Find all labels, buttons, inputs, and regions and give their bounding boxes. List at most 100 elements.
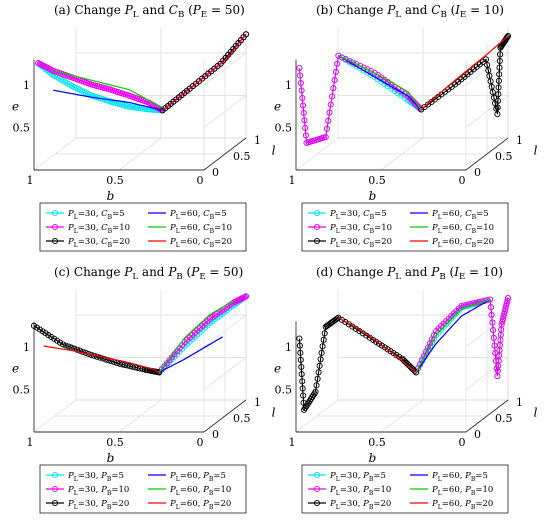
data-point	[489, 89, 496, 96]
axes	[33, 321, 247, 433]
grid-b-floor-1	[33, 399, 77, 433]
data-point	[504, 294, 512, 302]
data-point	[312, 388, 319, 395]
data-point	[302, 132, 309, 139]
legend-label: PL=30, CB=10	[67, 223, 130, 235]
data-point	[496, 57, 503, 65]
legend-label: PL=60, CB=20	[431, 237, 494, 249]
legend-entry: PL=30, CB=20	[308, 237, 392, 249]
series-line	[158, 300, 235, 373]
legend-box	[39, 202, 247, 252]
chart-title: (d) Change PL and PB (IE = 10)	[316, 265, 503, 282]
data-point	[297, 356, 304, 363]
legend-marker	[313, 237, 321, 245]
l-tick-label: 1	[254, 396, 261, 409]
data-point	[487, 78, 494, 85]
data-point	[489, 319, 496, 326]
legend-label: PL=60, PB=20	[169, 499, 231, 511]
series-6	[338, 317, 417, 373]
l-tick-label: 0.5	[495, 150, 513, 163]
legend-label: PL=60, CB=10	[431, 223, 494, 235]
data-point	[74, 346, 81, 353]
legend-marker	[313, 209, 321, 217]
data-point	[490, 94, 498, 101]
data-point	[302, 124, 309, 131]
data-point	[338, 54, 346, 61]
legend: PL=30, CB=5 PL=30, CB=10 PL=30, CB=20 PL=60…	[301, 202, 509, 252]
legend-label: PL=30, PB=10	[67, 485, 129, 497]
data-point	[317, 356, 324, 363]
data-point	[487, 304, 494, 311]
b-axis-label: b	[369, 189, 377, 203]
legend-entry: PL=60, CB=10	[410, 223, 494, 235]
legend-label: PL=60, PB=5	[431, 471, 488, 483]
grid-b-floor-0.5	[380, 399, 424, 433]
legend-marker	[313, 499, 321, 507]
series-2	[156, 293, 250, 376]
grid-b-floor-0.5	[380, 137, 424, 171]
series-1	[296, 52, 425, 146]
legend-label: PL=30, CB=20	[329, 237, 392, 249]
data-point	[364, 66, 371, 73]
b-tick-label: 0	[459, 436, 466, 449]
l-axis	[465, 137, 509, 171]
series-4	[338, 55, 422, 110]
data-point	[298, 87, 305, 94]
series-4	[158, 336, 223, 373]
series-6	[43, 345, 160, 373]
legend-label: PL=60, PB=20	[431, 499, 493, 511]
l-axis	[203, 137, 247, 171]
series-line	[162, 33, 247, 111]
data-point	[490, 334, 497, 341]
data-point	[300, 392, 307, 399]
l-tick-label: 0.5	[233, 150, 251, 163]
data-point	[493, 105, 500, 112]
series-4	[52, 89, 163, 111]
panel-3: (c) Change PL and PB (PE = 50)1 0.5 000.51…	[12, 265, 276, 514]
legend-entry: PL=30, PB=20	[308, 499, 391, 511]
b-tick-label: 1	[289, 174, 296, 187]
series-line	[338, 55, 422, 110]
e-axis-label: e	[274, 99, 281, 113]
series-line	[415, 298, 491, 373]
legend-label: PL=30, PB=20	[329, 499, 391, 511]
gridlines	[33, 289, 248, 433]
data-point	[300, 109, 307, 116]
legend-label: PL=60, CB=5	[169, 209, 227, 221]
e-tick-label: 0.5	[275, 122, 293, 135]
series-line	[298, 317, 417, 412]
data-point	[323, 125, 331, 132]
series-line	[338, 317, 417, 373]
data-point	[327, 101, 334, 108]
legend-label: PL=30, PB=20	[67, 499, 129, 511]
series-5	[52, 70, 163, 109]
series-line	[37, 33, 247, 111]
data-point	[504, 297, 511, 304]
series-line	[52, 89, 163, 111]
l-axis-label: l	[272, 405, 276, 419]
legend-entry: PL=30, CB=5	[46, 209, 125, 221]
grid-b-floor-1	[33, 137, 77, 171]
legend-label: PL=30, CB=5	[67, 209, 125, 221]
data-point	[130, 104, 137, 111]
data-point	[504, 34, 511, 41]
data-point	[299, 102, 307, 109]
b-tick-label: 0	[197, 436, 204, 449]
legend-entry: PL=60, PB=20	[410, 499, 493, 511]
data-point	[297, 349, 304, 356]
series-line	[43, 345, 160, 373]
legend-marker	[51, 485, 59, 493]
legend-label: PL=30, CB=20	[67, 237, 130, 249]
data-point	[497, 51, 504, 58]
data-point	[334, 60, 341, 67]
panel-4: (d) Change PL and PB (IE = 10)1 0.5 000.51…	[274, 265, 538, 514]
b-tick-label: 0.5	[106, 436, 124, 449]
data-point	[487, 296, 494, 303]
legend-entry: PL=60, PB=10	[410, 485, 493, 497]
data-point	[126, 103, 133, 110]
chart-title: (a) Change PL and CB (PE = 50)	[54, 3, 245, 20]
legend-entry: PL=30, PB=10	[46, 485, 129, 497]
l-tick-label: 0	[474, 166, 481, 179]
data-point	[242, 293, 250, 300]
